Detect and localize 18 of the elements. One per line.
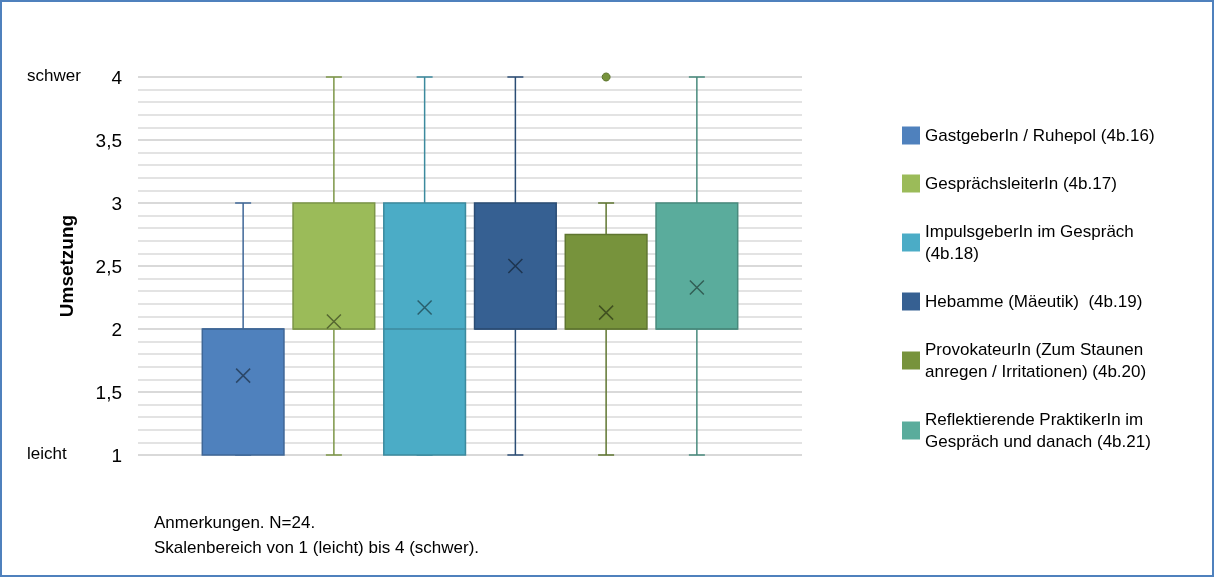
y-axis-title: Umsetzung (56, 214, 77, 318)
legend-label: ImpulsgeberIn im Gespräch (4b.18) (925, 222, 1139, 263)
y-tick-label: 2 (111, 318, 122, 340)
y-tick-label: 4 (111, 66, 123, 88)
text: schwer (27, 66, 82, 85)
legend-label: Reflektierende PraktikerIn im Gespräch und danach (4b.21) (925, 410, 1151, 451)
legend-label: GesprächsleiterIn (4b.17) (925, 174, 1117, 193)
y-tick-label: 1,5 (95, 381, 122, 403)
y-tick-label: 3,5 (95, 129, 122, 151)
text: Skalenbereich von 1 (leicht) bis 4 (schwer). (154, 538, 480, 557)
legend-label: Hebamme (Mäeutik) (4b.19) (925, 292, 1143, 311)
y-tick-label: 2,5 (95, 255, 122, 277)
y-tick-label: 1 (111, 444, 122, 466)
legend-label: ProvokateurIn (Zum Staunen anregen / Irritationen) (4b.20) (925, 340, 1149, 381)
legend-label: GastgeberIn / Ruhepol (4b.16) (925, 126, 1155, 145)
text: leicht (27, 444, 67, 463)
text: Anmerkungen. N=24. (154, 513, 316, 532)
y-tick-label: 3 (111, 192, 122, 214)
